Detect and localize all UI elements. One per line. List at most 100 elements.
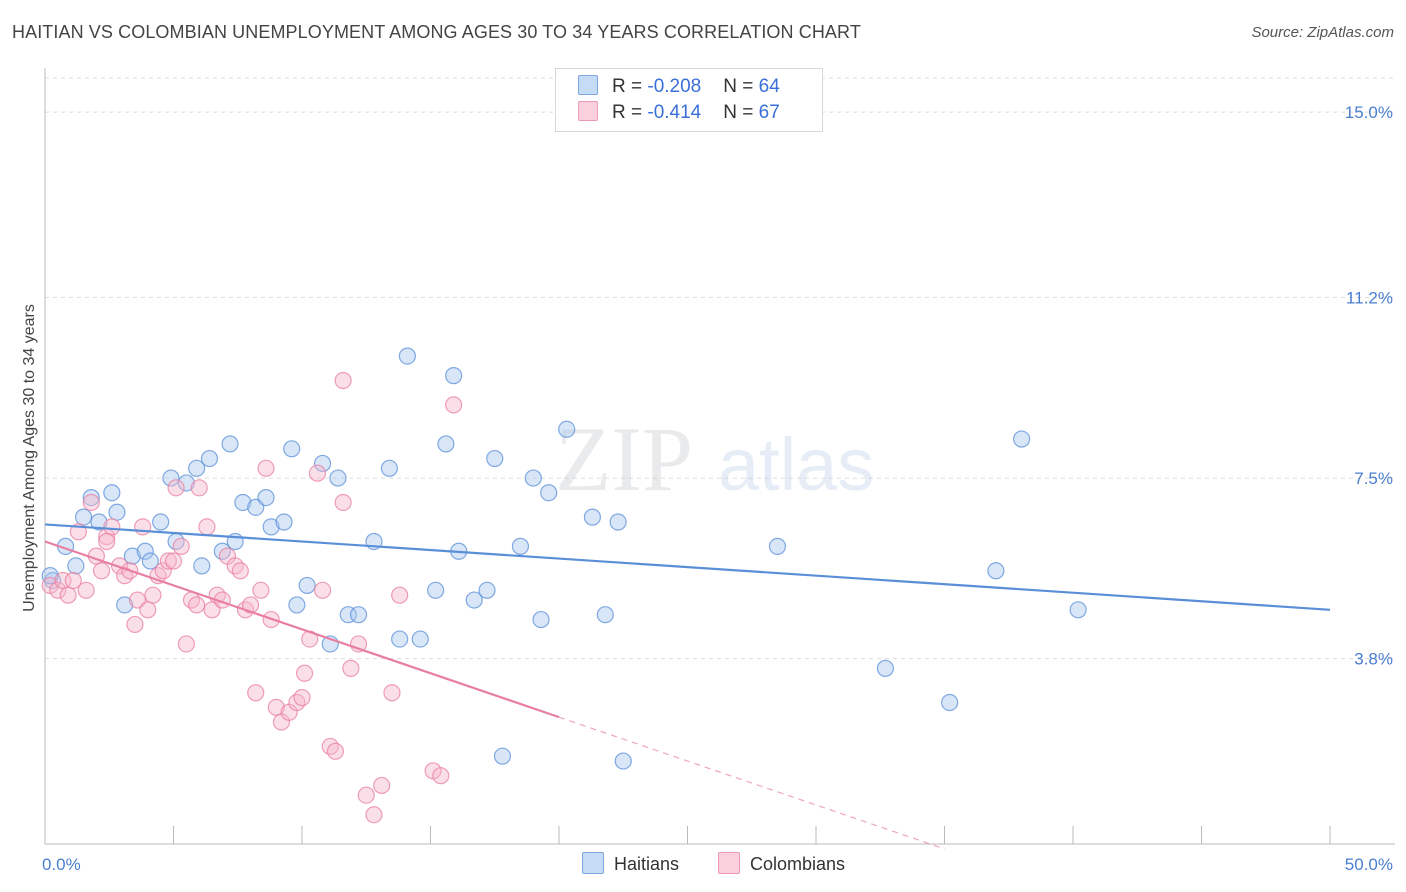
colombians-points: [41, 371, 463, 824]
haitians-point-58: [876, 659, 894, 677]
haitians-point-5: [90, 513, 108, 531]
colombians-point-4: [64, 571, 82, 590]
colombians-point-51: [326, 742, 345, 760]
x-tick-label-1: 50.0%: [1345, 855, 1393, 874]
haitians-point-49: [524, 469, 542, 487]
legend-n-label-haitians: N =: [723, 76, 759, 97]
haitians-point-16: [188, 459, 206, 477]
haitians-point-7: [108, 503, 126, 521]
legend-r-label-haitians: R =: [612, 76, 648, 97]
haitians-point-17: [193, 557, 211, 575]
trend-lines: [44, 523, 1331, 850]
haitians-trend-line: [44, 523, 1331, 611]
colombians-point-38: [247, 684, 265, 702]
y-tick-label-0: 3.8%: [1354, 650, 1393, 669]
colombians-point-61: [432, 767, 450, 785]
legend-swatch-colombians: [578, 101, 598, 121]
colombians-point-23: [167, 479, 185, 497]
haitians-point-4: [82, 488, 100, 507]
haitians-point-38: [398, 347, 416, 365]
haitians-point-13: [162, 469, 180, 487]
haitians-point-18: [200, 449, 219, 468]
watermark: ZIP atlas: [555, 408, 874, 510]
haitians-point-48: [511, 537, 530, 555]
colombians-point-56: [365, 806, 383, 824]
haitians-point-8: [116, 596, 134, 614]
colombians-point-62: [445, 396, 463, 414]
colombians-point-15: [126, 615, 144, 634]
haitians-point-57: [768, 537, 787, 555]
tick-labels: 3.8% 7.5% 11.2% 15.0% 0.0% 50.0%: [42, 103, 1393, 874]
colombians-point-35: [231, 562, 249, 580]
colombians-point-7: [82, 493, 100, 512]
haitians-point-27: [283, 440, 301, 458]
colombians-point-52: [334, 371, 352, 390]
bottom-legend-colombians: Colombians: [718, 852, 845, 875]
colombians-point-6: [77, 581, 95, 599]
haitians-point-62: [1069, 601, 1087, 619]
colombians-point-63: [334, 493, 352, 512]
colombians-point-29: [198, 518, 216, 536]
haitians-point-55: [609, 513, 627, 531]
legend-r-value-haitians: -0.208: [647, 76, 702, 97]
haitians-point-46: [486, 449, 504, 468]
colombians-point-1: [49, 581, 67, 599]
bottom-legend-swatch-colombians: [718, 852, 740, 874]
colombians-point-55: [357, 786, 375, 804]
colombians-point-19: [144, 586, 162, 604]
haitians-point-54: [596, 606, 614, 624]
legend-swatch-haitians: [578, 75, 598, 95]
colombians-point-34: [226, 557, 244, 575]
haitians-point-53: [583, 508, 602, 526]
bottom-legend-label-haitians: Haitians: [614, 854, 680, 874]
y-tick-label-3: 15.0%: [1345, 103, 1393, 122]
haitians-point-25: [262, 518, 280, 536]
colombians-point-9: [92, 562, 111, 580]
haitians-point-52: [558, 420, 576, 438]
haitians-point-28: [288, 596, 306, 614]
colombians-point-39: [252, 581, 270, 599]
haitians-point-51: [540, 484, 558, 502]
x-tick-label-0: 0.0%: [42, 855, 81, 874]
haitians-point-9: [123, 547, 141, 565]
colombians-point-45: [288, 693, 306, 712]
watermark-zip: ZIP: [555, 408, 693, 510]
colombians-point-49: [313, 581, 332, 599]
legend: R = -0.208 N = 64 R = -0.414 N = 67: [555, 68, 823, 132]
colombians-point-57: [373, 776, 391, 795]
colombians-point-46: [295, 664, 314, 682]
haitians-point-60: [987, 562, 1005, 580]
watermark-atlas: atlas: [718, 423, 874, 506]
y-tick-label-1: 7.5%: [1354, 469, 1393, 488]
chart-title: HAITIAN VS COLOMBIAN UNEMPLOYMENT AMONG …: [12, 22, 861, 42]
colombians-point-3: [59, 586, 77, 604]
colombians-point-64: [293, 689, 311, 707]
haitians-points: [41, 347, 1087, 770]
y-tick-label-2: 11.2%: [1346, 289, 1393, 308]
colombians-point-11: [103, 518, 121, 536]
legend-r-label-colombians: R =: [612, 102, 648, 123]
haitians-point-10: [136, 542, 154, 560]
bottom-legend-swatch-haitians: [582, 852, 604, 874]
legend-row-haitians: R = -0.208 N = 64: [578, 75, 780, 101]
colombians-trend-line: [44, 540, 560, 719]
colombians-point-25: [177, 635, 195, 653]
colombians-point-24: [172, 537, 190, 555]
haitians-point-63: [41, 567, 59, 585]
haitians-point-37: [391, 630, 409, 648]
colombians-trend-extension: [558, 716, 945, 850]
haitians-point-15: [177, 474, 195, 492]
haitians-point-11: [141, 552, 159, 570]
colombians-point-65: [164, 552, 183, 570]
haitians-point-45: [478, 581, 496, 599]
haitians-point-32: [329, 469, 347, 487]
haitians-point-2: [67, 557, 85, 575]
haitians-point-44: [465, 591, 483, 609]
haitians-point-40: [427, 581, 445, 599]
haitians-point-41: [437, 435, 455, 453]
colombians-point-58: [383, 684, 401, 702]
haitians-point-29: [298, 576, 316, 595]
bottom-legend-label-colombians: Colombians: [750, 854, 846, 874]
haitians-point-50: [532, 610, 550, 629]
haitians-point-47: [493, 747, 512, 765]
